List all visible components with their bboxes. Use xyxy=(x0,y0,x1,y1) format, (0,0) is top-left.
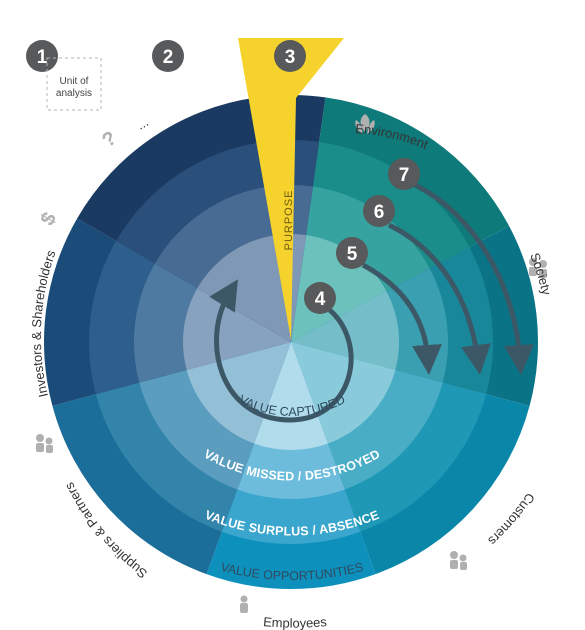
customers-icon xyxy=(450,551,467,570)
svg-text:7: 7 xyxy=(399,165,410,186)
label-customers: Customers xyxy=(485,490,538,549)
svg-text:analysis: analysis xyxy=(56,88,92,99)
purpose-label: PURPOSE xyxy=(283,190,295,251)
people-group-icon xyxy=(529,258,547,278)
flow-arrows xyxy=(209,182,534,423)
employee-icon xyxy=(240,595,248,613)
arrow-6 xyxy=(387,222,491,375)
svg-text:4: 4 xyxy=(315,289,326,310)
svg-text:5: 5 xyxy=(347,244,358,265)
badge-3: 3 xyxy=(274,40,306,72)
label-employees: Employees xyxy=(263,614,328,630)
question-mark-icon: ? xyxy=(98,127,121,152)
leaf-icon xyxy=(355,114,375,134)
arrow-5 xyxy=(361,262,442,375)
svg-text:6: 6 xyxy=(374,202,385,223)
sector-suppliers-ring-4 xyxy=(186,342,291,444)
sector-unknown-ring-4 xyxy=(197,235,291,342)
sector-employees-ring-4 xyxy=(254,342,328,450)
arrow-captured-loop xyxy=(209,279,354,423)
ellipsis-label: ... xyxy=(134,114,151,132)
svg-text:2: 2 xyxy=(163,47,174,68)
badge-4: 4 xyxy=(304,282,336,314)
svg-text:3: 3 xyxy=(285,47,296,68)
partners-icon xyxy=(36,434,53,453)
arrow-7 xyxy=(413,182,534,375)
badge-5: 5 xyxy=(336,237,368,269)
badge-2: 2 xyxy=(152,40,184,72)
badge-1: 1 xyxy=(26,40,58,72)
badge-6: 6 xyxy=(363,195,395,227)
badge-7: 7 xyxy=(388,158,420,190)
unit-of-analysis-box: Unit of analysis xyxy=(46,57,102,111)
svg-text:1: 1 xyxy=(37,47,48,68)
dollar-icon: $ xyxy=(36,209,61,230)
svg-text:Unit of: Unit of xyxy=(60,76,89,87)
purpose-wedge xyxy=(238,38,344,340)
